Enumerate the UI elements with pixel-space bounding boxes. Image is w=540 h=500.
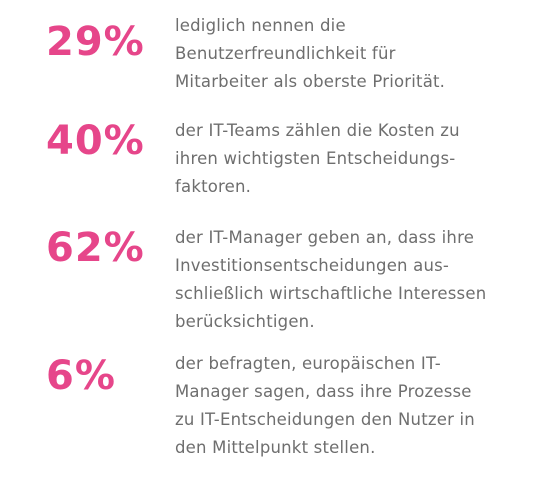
stat-description: der IT-Teams zählen die Kosten zu ihren … <box>175 117 525 201</box>
stat-description-line: der befragten, europäischen IT- <box>175 354 441 373</box>
stat-description-line: faktoren. <box>175 177 252 196</box>
stat-description-line: berücksichtigen. <box>175 312 315 331</box>
stat-value: 29% <box>46 19 145 65</box>
stat-value: 40% <box>46 118 145 164</box>
stat-description: der IT-Manager geben an, dass ihre Inves… <box>175 224 525 336</box>
stat-value: 6% <box>46 353 116 399</box>
stat-description-line: der IT-Manager geben an, dass ihre <box>175 228 475 247</box>
stat-value: 62% <box>46 225 145 271</box>
stat-description-line: Benutzerfreundlichkeit für <box>175 44 396 63</box>
stat-description: der befragten, europäischen IT- Manager … <box>175 350 525 462</box>
stat-description-line: Mitarbeiter als oberste Priorität. <box>175 72 446 91</box>
stat-description-line: Investitionsentscheidungen aus- <box>175 256 450 275</box>
stat-description-line: lediglich nennen die <box>175 16 346 35</box>
stat-description-line: schließlich wirtschaftliche Interessen <box>175 284 487 303</box>
stat-description-line: den Mittelpunkt stellen. <box>175 438 376 457</box>
stat-description: lediglich nennen die Benutzerfreundlichk… <box>175 12 525 96</box>
stat-description-line: der IT-Teams zählen die Kosten zu <box>175 121 460 140</box>
stat-description-line: ihren wichtigsten Entscheidungs- <box>175 149 456 168</box>
stat-description-line: zu IT-Entscheidungen den Nutzer in <box>175 410 475 429</box>
stat-description-line: Manager sagen, dass ihre Prozesse <box>175 382 472 401</box>
